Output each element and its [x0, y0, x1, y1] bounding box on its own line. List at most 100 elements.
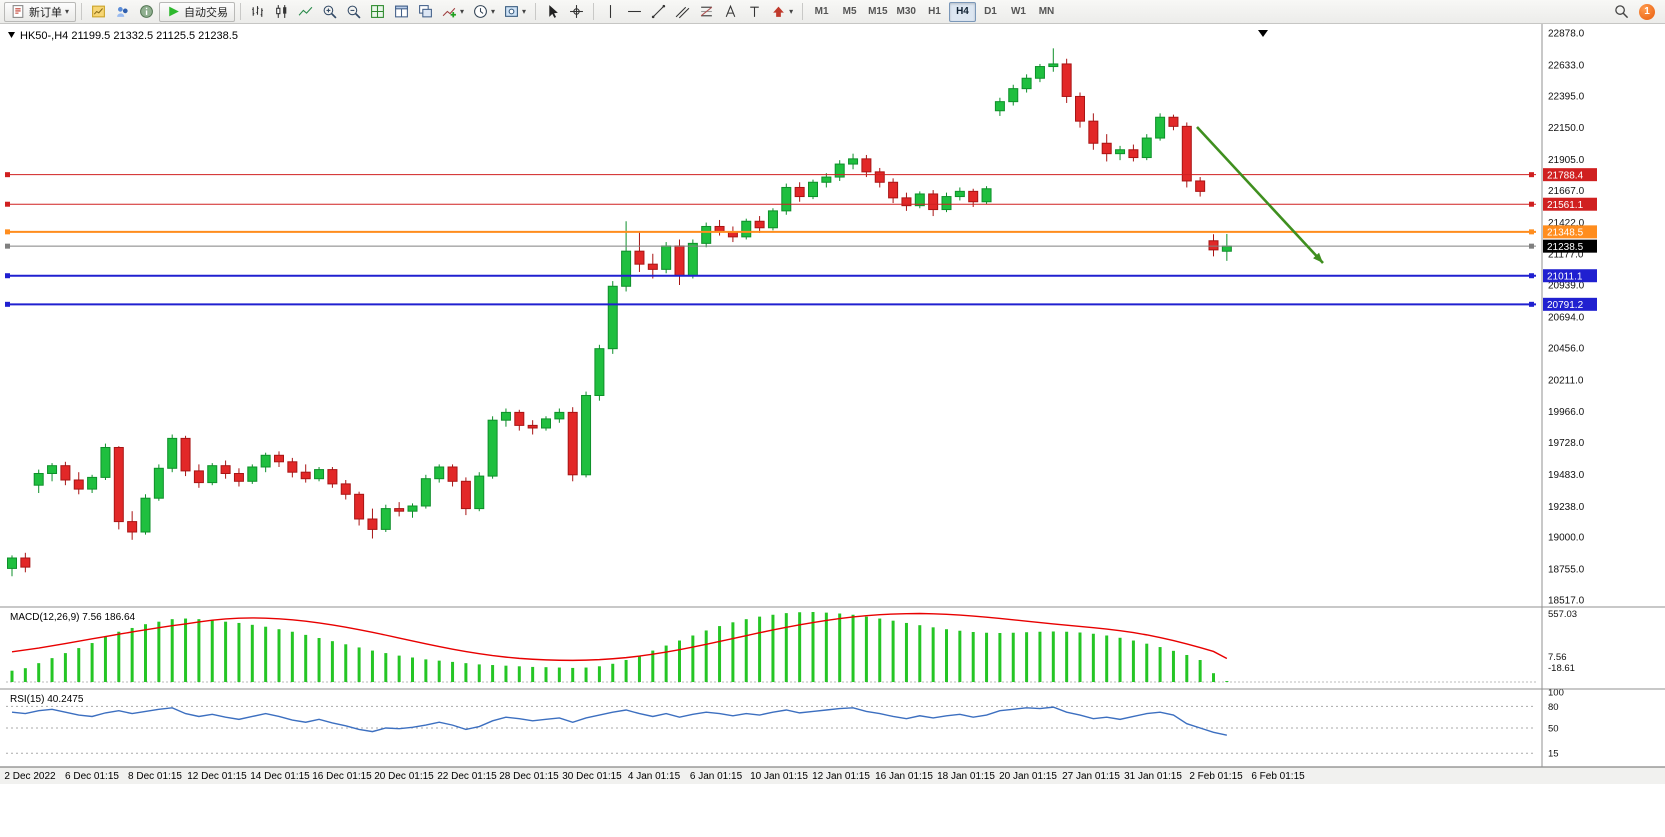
- timeframe-w1-button[interactable]: W1: [1005, 2, 1032, 22]
- candle: [1088, 120, 1099, 144]
- candle: [487, 419, 498, 477]
- candle: [1155, 116, 1166, 139]
- candle: [1008, 88, 1019, 103]
- channel-tool-button[interactable]: [671, 2, 694, 22]
- line-end-marker[interactable]: [5, 301, 10, 307]
- macd-value-label: 7.56: [1548, 652, 1567, 663]
- price-tick-label: 22633.0: [1548, 60, 1585, 71]
- candlestick-mode-button[interactable]: [270, 2, 293, 22]
- line-chart-mode-button[interactable]: [294, 2, 317, 22]
- macd-min-label: -18.61: [1548, 663, 1575, 674]
- autotrade-button[interactable]: 自动交易: [159, 1, 236, 22]
- line-end-marker[interactable]: [5, 172, 10, 178]
- line-end-marker[interactable]: [5, 243, 10, 249]
- candle: [447, 466, 458, 482]
- timeframe-h1-button[interactable]: H1: [921, 2, 948, 22]
- community-button[interactable]: [135, 2, 158, 22]
- candle: [340, 483, 351, 495]
- line-end-marker[interactable]: [5, 273, 10, 279]
- notification-badge[interactable]: 1: [1639, 3, 1655, 20]
- bar-chart-mode-button[interactable]: [246, 2, 269, 22]
- candle: [233, 472, 244, 482]
- tile-windows-button[interactable]: [390, 2, 413, 22]
- trendline-tool-button[interactable]: [647, 2, 670, 22]
- horizontal-line-tool-button[interactable]: [623, 2, 646, 22]
- price-tick-label: 19238.0: [1548, 502, 1585, 513]
- template-icon: [504, 4, 519, 19]
- timeframe-m15-button[interactable]: M15: [864, 2, 891, 22]
- bar-chart-icon: [250, 4, 265, 19]
- shapes-tool-button[interactable]: ▾: [767, 2, 797, 22]
- candle: [260, 454, 271, 468]
- fibonacci-tool-button[interactable]: [695, 2, 718, 22]
- rsi-level-label: 15: [1548, 749, 1559, 760]
- time-axis-label: 31 Jan 01:15: [1124, 771, 1182, 782]
- candle: [1181, 125, 1192, 182]
- candle: [1141, 137, 1152, 159]
- price-tick-label: 18517.0: [1548, 596, 1585, 607]
- candle: [821, 176, 832, 183]
- time-axis-label: 12 Dec 01:15: [187, 771, 247, 782]
- chart-menu-icon[interactable]: [8, 32, 15, 38]
- macd-label: MACD(12,26,9) 7.56 186.64: [10, 612, 136, 623]
- candle: [460, 480, 471, 510]
- chevron-down-icon: ▾: [65, 6, 70, 16]
- vertical-line-tool-button[interactable]: [599, 2, 622, 22]
- candle: [527, 424, 538, 429]
- timeframe-mn-button[interactable]: MN: [1033, 2, 1060, 22]
- timeframe-d1-button[interactable]: D1: [977, 2, 1004, 22]
- candle: [20, 557, 31, 568]
- candle: [180, 437, 191, 472]
- candle: [594, 348, 605, 396]
- price-axis[interactable]: [1542, 24, 1665, 767]
- time-axis-label: 27 Jan 01:15: [1062, 771, 1120, 782]
- time-axis-label: 6 Feb 01:15: [1251, 771, 1305, 782]
- timeframe-m30-button[interactable]: M30: [893, 2, 920, 22]
- candle: [701, 225, 712, 244]
- time-axis-label: 30 Dec 01:15: [562, 771, 622, 782]
- line-end-marker[interactable]: [1529, 229, 1534, 235]
- line-end-marker[interactable]: [1529, 172, 1534, 178]
- rsi-level-label: 80: [1548, 702, 1559, 713]
- add-indicator-button[interactable]: ▾: [438, 2, 468, 22]
- cascade-windows-button[interactable]: [414, 2, 437, 22]
- text-t-icon: [747, 4, 762, 19]
- time-axis-strip[interactable]: [0, 767, 1665, 784]
- timeframe-h4-button[interactable]: H4: [948, 1, 976, 22]
- search-button[interactable]: [1610, 2, 1633, 22]
- market-watch-button[interactable]: [87, 2, 110, 22]
- price-tick-label: 19966.0: [1548, 407, 1585, 418]
- candle: [220, 465, 231, 474]
- text-tool-button[interactable]: [719, 2, 742, 22]
- candle: [247, 466, 258, 482]
- line-end-marker[interactable]: [1529, 273, 1534, 279]
- grid-icon: [370, 4, 385, 19]
- line-end-marker[interactable]: [5, 201, 10, 207]
- cursor-tool-button[interactable]: [541, 2, 564, 22]
- line-end-marker[interactable]: [1529, 301, 1534, 307]
- zoom-in-button[interactable]: [318, 2, 341, 22]
- time-axis-label: 6 Jan 01:15: [690, 771, 743, 782]
- candle: [514, 411, 525, 426]
- line-end-marker[interactable]: [1529, 201, 1534, 207]
- line-end-marker[interactable]: [5, 229, 10, 235]
- templates-button[interactable]: ▾: [500, 2, 530, 22]
- trend-arrow-line[interactable]: [1196, 126, 1324, 264]
- crosshair-tool-button[interactable]: [565, 2, 588, 22]
- candle: [47, 465, 58, 474]
- candle: [100, 446, 111, 478]
- line-end-marker[interactable]: [1529, 243, 1534, 249]
- timeframe-m5-button[interactable]: M5: [836, 2, 863, 22]
- candle: [941, 196, 952, 211]
- timeframe-m1-button[interactable]: M1: [808, 2, 835, 22]
- auto-arrange-button[interactable]: [366, 2, 389, 22]
- label-tool-button[interactable]: [743, 2, 766, 22]
- profiles-button[interactable]: [111, 2, 134, 22]
- zoom-out-button[interactable]: [342, 2, 365, 22]
- candle: [661, 245, 672, 270]
- new-order-button[interactable]: 新订单 ▾: [4, 1, 77, 22]
- toolbar: 新订单 ▾ 自动交易: [0, 0, 1665, 24]
- scroll-shift-marker[interactable]: [1258, 30, 1268, 37]
- periods-button[interactable]: ▾: [469, 2, 499, 22]
- chart-canvas[interactable]: 22878.0 22633.0 22395.0 22150.0 21905.0 21667…: [0, 24, 1665, 837]
